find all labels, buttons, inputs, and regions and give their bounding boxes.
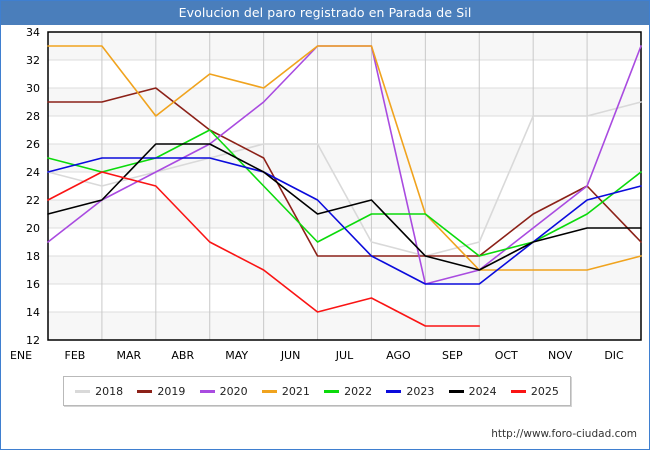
x-tick-label: DIC — [604, 349, 624, 362]
window-title-bar: Evolucion del paro registrado en Parada … — [1, 1, 649, 25]
series-line-2018 — [47, 101, 642, 257]
y-tick-label: 30 — [26, 82, 40, 95]
series-line-2019 — [47, 87, 642, 257]
series-line-2023 — [47, 157, 642, 285]
x-tick-label: MAY — [225, 349, 248, 362]
series-line-2024 — [47, 143, 642, 271]
legend-swatch-2021 — [261, 389, 277, 393]
chart-area: 12 14 16 18 20 22 24 26 28 30 32 34 ENE FEB MAR ABR MAY… — [1, 25, 649, 449]
x-tick-label: JUL — [335, 349, 354, 362]
legend-item-2023[interactable]: 2023 — [386, 386, 434, 397]
legend-label: 2024 — [468, 384, 497, 398]
y-tick-label: 20 — [26, 222, 40, 235]
legend-item-2022[interactable]: 2022 — [324, 386, 372, 397]
y-tick-label: 12 — [26, 334, 40, 347]
line-chart-svg: 12 14 16 18 20 22 24 26 28 30 32 34 ENE FEB MAR ABR MAY… — [10, 26, 642, 362]
legend-swatch-2018 — [75, 389, 91, 393]
y-tick-label: 22 — [26, 194, 40, 207]
x-tick-label: JUN — [280, 349, 301, 362]
legend-swatch-2020 — [199, 389, 215, 393]
legend-label: 2025 — [530, 384, 559, 398]
legend-swatch-2024 — [448, 389, 464, 393]
series-line-2021 — [47, 45, 642, 271]
legend-label: 2019 — [157, 384, 186, 398]
legend-label: 2021 — [281, 384, 310, 398]
legend-label: 2022 — [344, 384, 373, 398]
chart-legend: 2018 2019 2020 2021 2022 2023 2024 2025 — [63, 376, 571, 406]
legend-swatch-2025 — [510, 389, 526, 393]
series-line-2025 — [47, 171, 481, 327]
y-tick-label: 14 — [26, 306, 40, 319]
y-tick-label: 24 — [26, 166, 40, 179]
legend-label: 2020 — [219, 384, 248, 398]
legend-swatch-2023 — [386, 389, 402, 393]
y-tick-label: 26 — [26, 138, 40, 151]
legend-item-2021[interactable]: 2021 — [261, 384, 310, 398]
y-axis-tick-labels: 12 14 16 18 20 22 24 26 28 30 32 34 — [26, 26, 40, 347]
x-tick-label: AGO — [386, 349, 411, 362]
page-title: Evolucion del paro registrado en Parada … — [178, 5, 472, 20]
legend-swatch-2019 — [137, 389, 153, 393]
y-tick-label: 28 — [26, 110, 40, 123]
y-tick-label: 16 — [26, 278, 40, 291]
legend-item-2025[interactable]: 2025 — [510, 384, 559, 398]
x-tick-label: ABR — [171, 349, 194, 362]
y-tick-label: 18 — [26, 250, 40, 263]
x-axis-tick-labels: ENE FEB MAR ABR MAY JUN JUL AGO SEP OCT NOV DIC — [10, 349, 624, 362]
chart-series-lines — [47, 45, 642, 327]
legend-item-2020[interactable]: 2020 — [199, 384, 248, 398]
x-tick-label: NOV — [548, 349, 573, 362]
legend-swatch-2022 — [324, 389, 340, 393]
legend-label: 2018 — [95, 384, 124, 398]
legend-item-2019[interactable]: 2019 — [137, 386, 185, 397]
x-tick-label: MAR — [117, 349, 142, 362]
source-url: http://www.foro-ciudad.com — [491, 428, 637, 440]
x-tick-label: SEP — [442, 349, 463, 362]
legend-item-2018[interactable]: 2018 — [75, 386, 123, 397]
legend-label: 2023 — [406, 384, 435, 398]
x-tick-label: FEB — [65, 349, 86, 362]
y-tick-label: 32 — [26, 54, 40, 67]
legend-item-2024[interactable]: 2024 — [448, 384, 497, 398]
chart-gridlines — [48, 31, 642, 341]
x-tick-label: ENE — [10, 349, 32, 362]
x-tick-label: OCT — [495, 349, 518, 362]
y-tick-label: 34 — [26, 26, 40, 39]
